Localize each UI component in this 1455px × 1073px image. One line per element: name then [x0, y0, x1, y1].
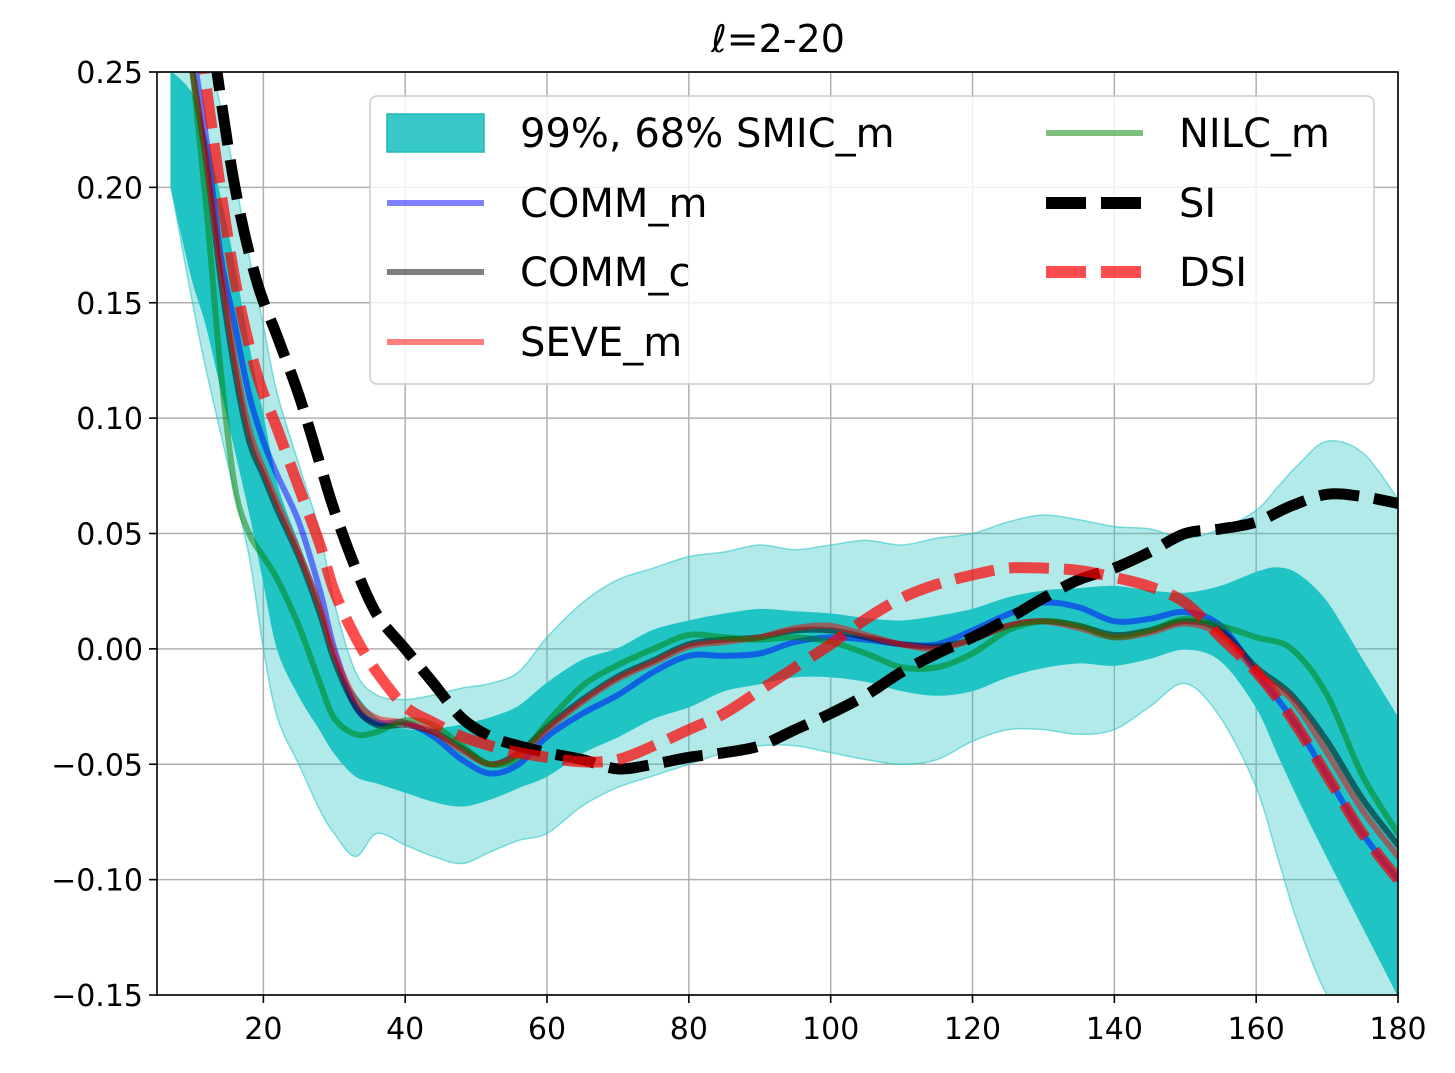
legend-label-seve-m: SEVE_m	[520, 320, 682, 366]
x-tick-label: 140	[1086, 1012, 1143, 1047]
x-tick-label: 160	[1228, 1012, 1285, 1047]
x-tick-label: 40	[386, 1012, 424, 1047]
legend-label-comm-m: COMM_m	[520, 181, 707, 227]
y-tick-label: −0.05	[51, 748, 143, 783]
legend-label-si: SI	[1179, 181, 1216, 227]
y-tick-label: 0.05	[76, 518, 143, 553]
y-tick-label: 0.00	[76, 633, 143, 668]
legend: 99%, 68% SMIC_m COMM_m COMM_c SEVE_m NILC_m S…	[369, 95, 1375, 385]
axis-ticks: 20 40 60 80 100 120 140 160 180 −0.15 −0.10 −0.05 0.…	[51, 56, 1427, 1047]
y-tick-label: 0.20	[76, 171, 143, 206]
y-tick-label: 0.15	[76, 287, 143, 322]
series-lines	[189, 72, 1398, 883]
y-tick-label: 0.10	[76, 402, 143, 437]
x-tick-label: 120	[944, 1012, 1001, 1047]
legend-frame	[369, 95, 1375, 385]
legend-label-comm-c: COMM_c	[520, 250, 690, 296]
series-comm-m	[193, 72, 1398, 883]
y-tick-label: −0.15	[51, 979, 143, 1014]
legend-label-99-68-smic-m: 99%, 68% SMIC_m	[520, 111, 895, 157]
x-tick-label: 20	[244, 1012, 282, 1047]
series-dsi	[198, 72, 1398, 883]
y-tick-label: −0.10	[51, 864, 143, 899]
legend-label-nilc-m: NILC_m	[1179, 111, 1330, 157]
legend-swatch-99-68-smic-m	[386, 113, 485, 153]
x-tick-label: 60	[528, 1012, 566, 1047]
x-tick-label: 180	[1369, 1012, 1426, 1047]
series-nilc-m	[189, 72, 1398, 837]
chart-title: ℓ=2-20	[710, 17, 845, 61]
x-tick-label: 80	[670, 1012, 708, 1047]
series-si	[211, 72, 1398, 775]
x-tick-label: 100	[802, 1012, 859, 1047]
legend-label-dsi: DSI	[1179, 250, 1247, 296]
y-tick-label: 0.25	[76, 56, 143, 91]
